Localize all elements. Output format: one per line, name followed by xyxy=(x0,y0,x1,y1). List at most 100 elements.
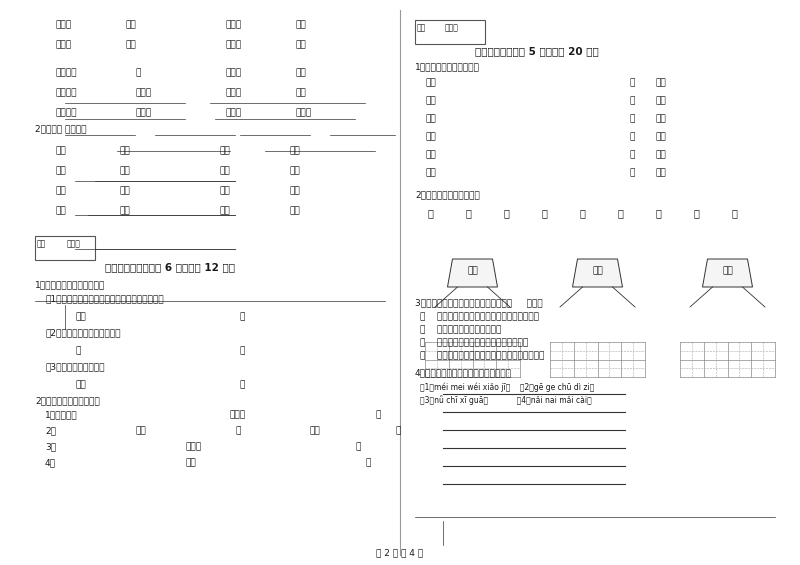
Text: 4．拼一拼，将相应的序号写在括号里。: 4．拼一拼，将相应的序号写在括号里。 xyxy=(415,368,512,377)
Bar xyxy=(35,236,95,260)
Text: 兴冲冲地: 兴冲冲地 xyxy=(55,108,77,117)
Text: （: （ xyxy=(630,78,635,87)
Text: 小鸟: 小鸟 xyxy=(295,20,306,29)
Text: 种子: 种子 xyxy=(55,206,66,215)
Text: （: （ xyxy=(630,114,635,123)
Text: 懒洋洋地: 懒洋洋地 xyxy=(55,68,77,77)
Text: 小草: 小草 xyxy=(125,40,136,49)
Bar xyxy=(415,20,485,44)
Text: 渐渐: 渐渐 xyxy=(75,380,86,389)
Text: 哪么: 哪么 xyxy=(310,426,321,435)
Text: 梅花: 梅花 xyxy=(290,206,301,215)
Text: 一边: 一边 xyxy=(75,312,86,321)
Text: 小狗: 小狗 xyxy=(220,166,230,175)
Polygon shape xyxy=(573,259,622,287)
Text: 六、综合题（每题 5 分，共计 20 分）: 六、综合题（每题 5 分，共计 20 分） xyxy=(475,46,598,56)
Text: 树林: 树林 xyxy=(120,146,130,155)
Polygon shape xyxy=(447,259,498,287)
Text: 头：: 头： xyxy=(425,96,436,105)
Polygon shape xyxy=(702,259,753,287)
Text: 第 2 页 共 4 页: 第 2 页 共 4 页 xyxy=(377,548,423,557)
Text: 说: 说 xyxy=(135,68,140,77)
Text: 哪么: 哪么 xyxy=(135,426,146,435)
Text: ）笔: ）笔 xyxy=(655,114,666,123)
Text: （3）天气渐渐热起来。: （3）天气渐渐热起来。 xyxy=(45,362,105,371)
Text: 4．: 4． xyxy=(45,458,56,467)
Text: （: （ xyxy=(630,168,635,177)
Text: 三画: 三画 xyxy=(467,267,478,276)
Text: （3）nǚ chī xī guā．            （4）nǎi nai mǎi cài．: （3）nǚ chī xī guā． （4）nǎi nai mǎi cài． xyxy=(420,395,592,405)
Text: 五画: 五画 xyxy=(722,267,733,276)
Text: 子: 子 xyxy=(427,208,433,218)
Text: 杯子: 杯子 xyxy=(295,88,306,97)
Text: 月牙: 月牙 xyxy=(290,146,301,155)
Text: 2．我会把句子补充完整。: 2．我会把句子补充完整。 xyxy=(35,396,100,405)
Text: 晒太阳: 晒太阳 xyxy=(135,108,151,117)
Text: ）笔: ）笔 xyxy=(655,132,666,141)
Text: ，: ， xyxy=(355,442,360,451)
Text: 无: 无 xyxy=(465,208,471,218)
Text: 3．: 3． xyxy=(45,442,56,451)
Text: （: （ xyxy=(630,132,635,141)
Text: 透明的: 透明的 xyxy=(225,108,241,117)
Text: 可口的: 可口的 xyxy=(225,88,241,97)
Text: 2．读一读 连一连。: 2．读一读 连一连。 xyxy=(35,124,86,133)
Text: 小鸭: 小鸭 xyxy=(220,186,230,195)
Text: 出: 出 xyxy=(579,208,585,218)
Text: 慢吞吞地: 慢吞吞地 xyxy=(55,88,77,97)
Text: 正: 正 xyxy=(75,346,80,355)
Text: 目: 目 xyxy=(503,208,509,218)
Text: 2．: 2． xyxy=(45,426,56,435)
Text: 评卷人: 评卷人 xyxy=(67,239,81,248)
Text: 美丽的: 美丽的 xyxy=(225,68,241,77)
Text: 走进来: 走进来 xyxy=(135,88,151,97)
Text: 马: 马 xyxy=(731,208,737,218)
Text: （2）李老师正忙着改作业呢！: （2）李老师正忙着改作业呢！ xyxy=(45,328,121,337)
Text: 也: 也 xyxy=(541,208,547,218)
Text: ）笔: ）笔 xyxy=(655,150,666,159)
Text: 乌黑的: 乌黑的 xyxy=(225,40,241,49)
Text: ）笔: ）笔 xyxy=(655,168,666,177)
Text: （: （ xyxy=(630,150,635,159)
Text: ，一边: ，一边 xyxy=(230,410,246,419)
Text: 四画: 四画 xyxy=(592,267,603,276)
Text: ）笔: ）笔 xyxy=(655,78,666,87)
Text: 雪白的: 雪白的 xyxy=(55,20,71,29)
Text: 评卷人: 评卷人 xyxy=(445,23,459,32)
Text: 碧绿的: 碧绿的 xyxy=(225,20,241,29)
Text: 小鸟: 小鸟 xyxy=(55,166,66,175)
Text: 五、补充句子（每题 6 分，共计 12 分）: 五、补充句子（每题 6 分，共计 12 分） xyxy=(105,262,235,272)
Text: 步子: 步子 xyxy=(125,20,136,29)
Text: 长: 长 xyxy=(655,208,661,218)
Text: 白云: 白云 xyxy=(55,186,66,195)
Text: 枫叶: 枫叶 xyxy=(290,166,301,175)
Text: 长：: 长： xyxy=(425,114,436,123)
Text: 车：: 车： xyxy=(425,150,436,159)
Text: （1）我和妈妈一边散步，一边欣赏美丽的风景。: （1）我和妈妈一边散步，一边欣赏美丽的风景。 xyxy=(45,294,164,303)
Text: ，: ， xyxy=(235,426,240,435)
Text: 头: 头 xyxy=(693,208,699,218)
Text: 松果: 松果 xyxy=(295,68,306,77)
Text: 糖葫芦: 糖葫芦 xyxy=(295,108,311,117)
Text: 青青的: 青青的 xyxy=(55,40,71,49)
Text: 四：: 四： xyxy=(425,78,436,87)
Text: 1．我会写笔顺和数笔画。: 1．我会写笔顺和数笔画。 xyxy=(415,62,480,71)
Text: 竹叶: 竹叶 xyxy=(290,186,301,195)
Text: （    ）学校里一天的学习生活真让人高兴！: （ ）学校里一天的学习生活真让人高兴！ xyxy=(420,338,528,347)
Text: （    ）到了学校，老师教我写字、数数、学文化。: （ ）到了学校，老师教我写字、数数、学文化。 xyxy=(420,351,544,360)
Text: 2．我能让花儿开得更美。: 2．我能让花儿开得更美。 xyxy=(415,190,480,199)
Text: （    ）下午，我在学校里唱歌、画画、做游戏。: （ ）下午，我在学校里唱歌、画画、做游戏。 xyxy=(420,312,539,321)
Text: ，: ， xyxy=(240,312,246,321)
Text: 3．按时间顺序排列句子，把序号写在（     ）里。: 3．按时间顺序排列句子，把序号写在（ ）里。 xyxy=(415,298,542,307)
Text: ，: ， xyxy=(240,346,246,355)
Text: 电：: 电： xyxy=(425,132,436,141)
Text: ，: ， xyxy=(395,426,400,435)
Text: 小鸡: 小鸡 xyxy=(220,146,230,155)
Text: 公: 公 xyxy=(617,208,623,218)
Text: （: （ xyxy=(630,96,635,105)
Text: 泥土: 泥土 xyxy=(120,186,130,195)
Text: 祖国: 祖国 xyxy=(120,206,130,215)
Text: （1）méi mei wéi xiǎo jī．    （2）gē ge chū dì zi．: （1）méi mei wéi xiǎo jī． （2）gē ge chū dì … xyxy=(420,382,594,392)
Text: 有一些: 有一些 xyxy=(185,442,201,451)
Text: 。: 。 xyxy=(240,380,246,389)
